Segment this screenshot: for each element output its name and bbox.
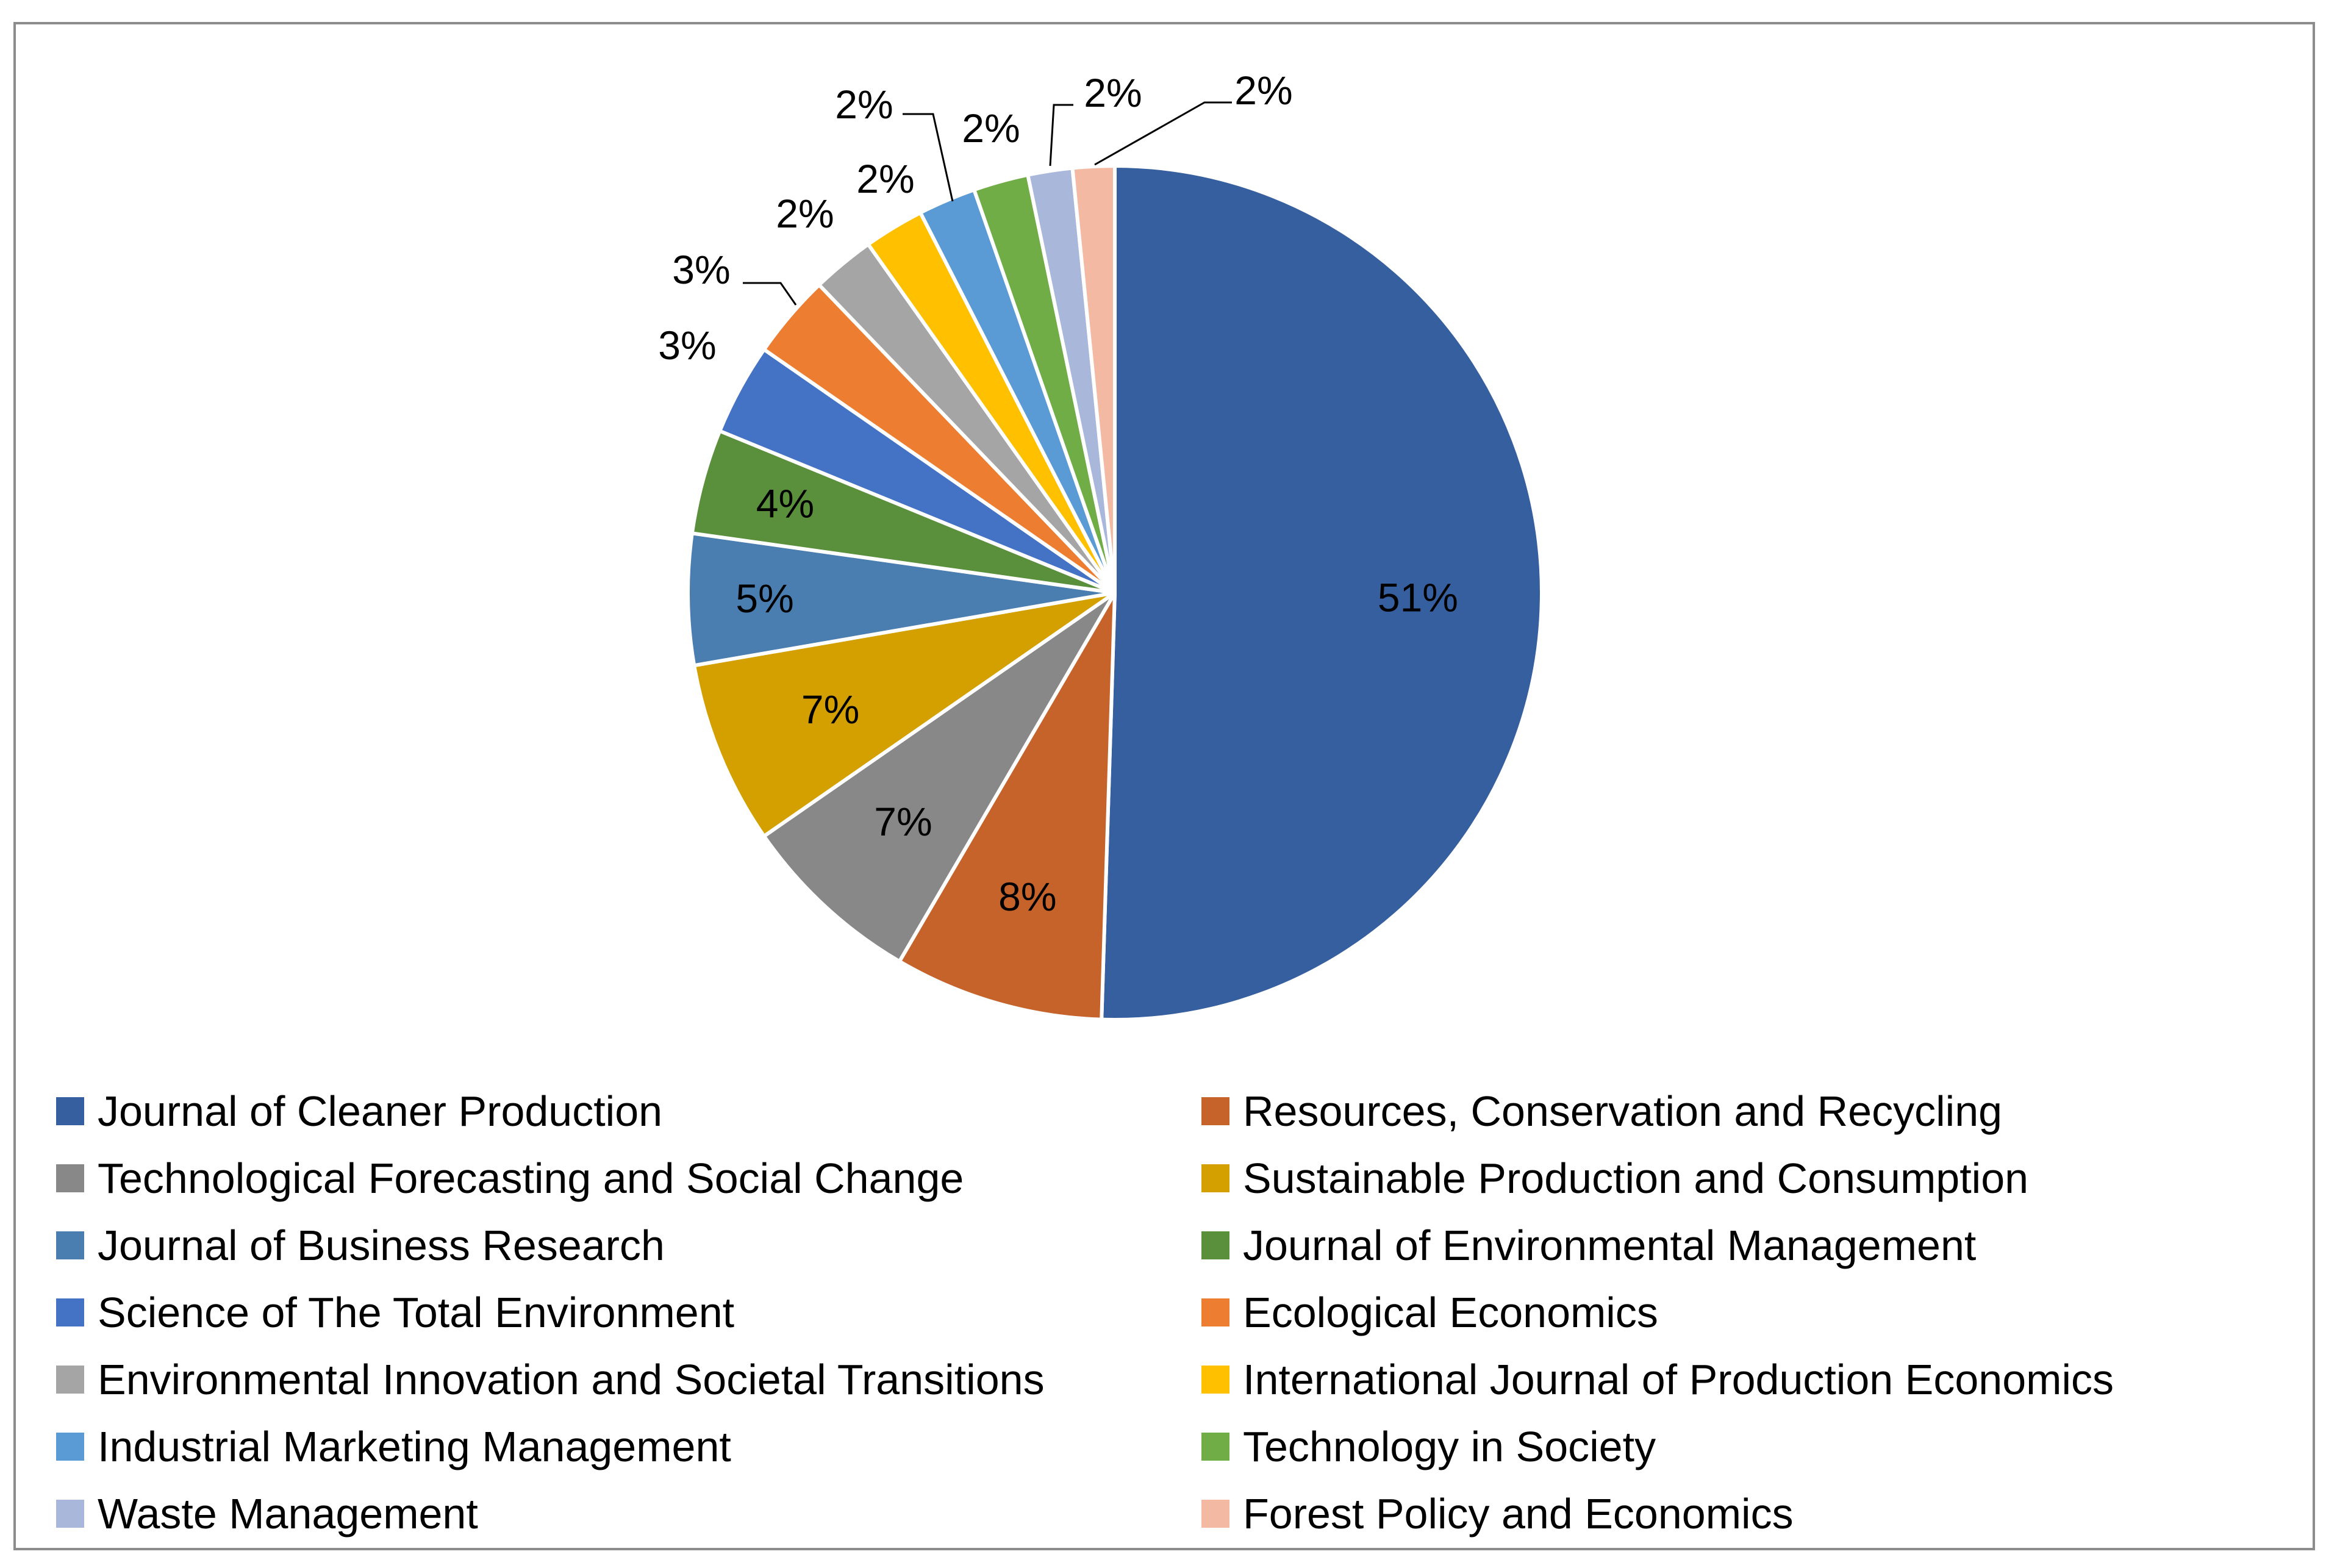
slice-label: 3% — [672, 247, 730, 292]
leader-line — [1094, 101, 1232, 166]
pie-slice — [761, 591, 1117, 964]
slice-label: 51% — [1378, 575, 1458, 620]
pie-slice — [1070, 163, 1117, 593]
pie-slice — [1100, 163, 1544, 1022]
slice-label: 2% — [835, 82, 893, 127]
slice-label: 2% — [776, 191, 834, 236]
slice-label: 8% — [998, 874, 1056, 919]
slice-label: 7% — [874, 799, 932, 844]
leader-line — [1049, 104, 1073, 166]
leader-line — [903, 113, 954, 202]
slice-label: 4% — [756, 481, 814, 526]
pie-slice — [686, 531, 1115, 668]
pie-slice — [896, 592, 1117, 1022]
leader-line — [743, 282, 797, 306]
slice-label: 7% — [801, 687, 859, 732]
pie-slice — [692, 591, 1116, 839]
slice-label: 3% — [658, 323, 716, 368]
slice-label: 2% — [1234, 68, 1292, 113]
slice-label: 5% — [735, 576, 793, 621]
slice-label: 2% — [856, 156, 914, 201]
slice-label: 2% — [962, 106, 1020, 151]
slice-label: 2% — [1084, 70, 1142, 115]
